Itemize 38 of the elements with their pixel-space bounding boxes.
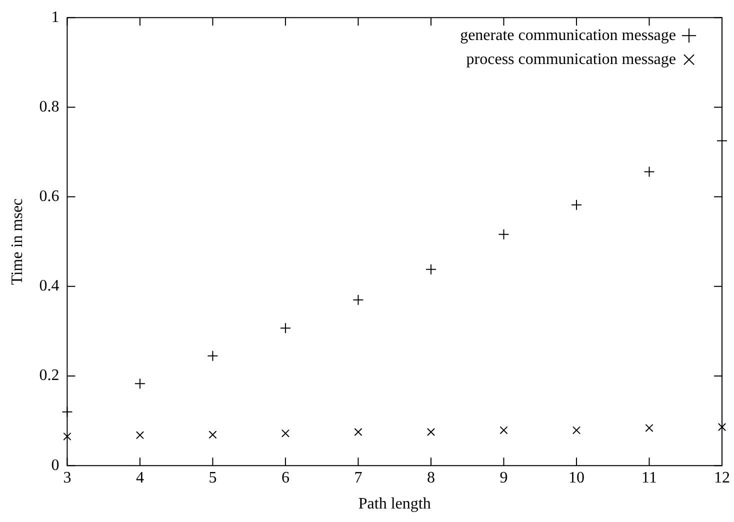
x-tick-label: 5 [208, 469, 217, 486]
point [281, 429, 290, 438]
x-tick-label: 9 [500, 469, 508, 486]
x-tick-label: 12 [714, 469, 730, 486]
x-tick-label: 8 [426, 469, 435, 486]
point [280, 322, 291, 334]
legend-label: process communication message [466, 50, 676, 68]
x-tick-label: 6 [281, 469, 290, 486]
point [63, 432, 72, 441]
y-tick-label: 1 [51, 8, 60, 26]
point [645, 424, 654, 432]
point [718, 423, 726, 432]
legend-label: generate communication message [460, 26, 676, 44]
y-tick-label: 0.6 [39, 188, 60, 206]
point [570, 199, 582, 210]
point [208, 430, 217, 439]
y-axis-title: Time in msec [8, 198, 26, 285]
point [500, 426, 508, 434]
point [425, 264, 436, 275]
point [426, 428, 436, 436]
x-tick-label: 3 [63, 469, 72, 486]
x-tick-label: 4 [136, 469, 144, 486]
point [644, 166, 655, 178]
point [136, 431, 144, 440]
point [498, 228, 510, 240]
point [207, 350, 218, 362]
point [352, 294, 364, 306]
point [134, 378, 146, 390]
y-tick-label: 0.4 [39, 278, 60, 295]
y-tick-label: 0.8 [39, 98, 60, 116]
x-tick-label: 7 [354, 469, 362, 486]
y-tick-label: 0.2 [39, 367, 60, 384]
x-axis-title: Path length [358, 496, 431, 513]
point [354, 428, 362, 436]
x-tick-label: 11 [642, 469, 657, 486]
point [572, 426, 581, 434]
y-tick-label: 0 [51, 456, 60, 474]
x-tick-label: 10 [568, 469, 584, 486]
